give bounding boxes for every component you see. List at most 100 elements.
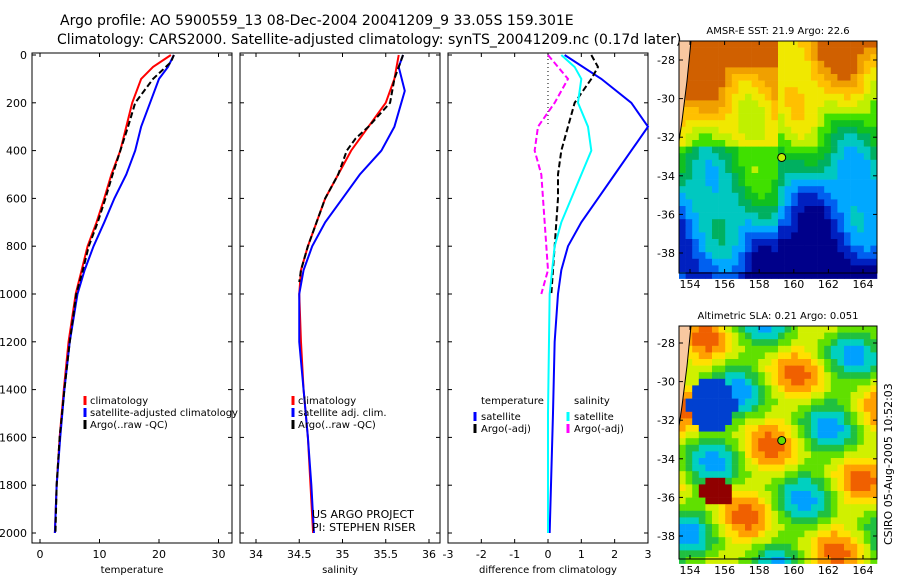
map-cell [731,140,739,147]
map-cell [751,491,759,498]
map-cell [797,431,805,439]
map-cell [698,219,706,227]
map-cell [850,245,858,253]
map-cell [857,159,865,167]
map-cell [797,425,805,432]
map-cell [791,245,799,253]
map-cell [857,252,865,260]
map-cell [784,133,792,141]
map-cell [804,372,812,380]
map-cell [797,418,805,426]
map-cell [837,517,845,525]
map-cell [745,405,752,413]
map-cell [771,477,779,485]
map-cell [685,232,693,240]
map-cell [758,199,766,207]
legend-label: Argo(..raw -QC) [90,420,168,431]
map-cell [870,93,878,101]
map-cell [778,107,785,114]
map-cell [824,504,832,512]
map-cell [830,186,838,194]
x-tick-label: -2 [476,548,487,561]
map-cell [698,173,706,180]
map-cell [778,192,785,200]
map-cell [692,398,700,406]
map-cell [738,326,746,333]
map-cell [844,510,851,518]
map-cell [751,510,759,518]
map-cell [778,471,785,479]
map-cell [797,54,805,62]
map-cell [712,477,719,485]
series-temperature-satellite [548,54,650,534]
map-cell [731,405,739,413]
map-cell [817,425,825,432]
map-cell [837,166,845,174]
map-cell [811,179,818,187]
map-cell [824,530,832,538]
map-cell [824,411,832,419]
map-cell [698,265,706,273]
map-cell [811,113,818,121]
map-cell [817,252,825,260]
map-cell [712,359,719,366]
map-cell [804,186,812,194]
map-cell [850,140,858,147]
map-cell [863,444,871,452]
map-cell [764,392,772,399]
map-cell [718,497,726,505]
map-cell [844,153,851,161]
map-cell [844,80,851,88]
map-cell [725,497,733,505]
map-cell [738,140,746,147]
map-frame [678,325,878,560]
map-cell [844,504,851,512]
map-cell [718,258,726,266]
map-cell [817,245,825,253]
map-cell [870,471,878,479]
map-cell [830,372,838,380]
map-cell [771,239,779,246]
map-cell [863,219,871,227]
map-cell [863,107,871,114]
map-cell [712,186,719,194]
map-cell [797,93,805,101]
map-cell [863,192,871,200]
map-cell [837,557,845,564]
map-cell [778,100,785,108]
map-cell [857,225,865,233]
map-cell [778,451,785,459]
map-cell [837,332,845,340]
map-cell [870,405,878,413]
map-cell [830,326,838,333]
map-cell [764,245,772,253]
map-cell [870,100,878,108]
map-cell [870,192,878,200]
map-cell [692,524,700,531]
map-cell [857,431,865,439]
map-cell [731,219,739,227]
legend-label: climatology [90,396,148,407]
map-cell [758,133,766,141]
map-cell [850,385,858,393]
map-cell [830,464,838,472]
map-cell [712,212,719,220]
map-cell [731,510,739,518]
map-title: AMSR-E SST: 21.9 Argo: 22.6 [706,26,849,37]
map-cell [685,239,693,246]
map-cell [837,126,845,134]
map-cell [745,186,752,194]
map-cell [817,471,825,479]
map-cell [817,258,825,266]
map-cell [850,543,858,551]
map-cell [870,345,878,353]
map-cell [863,67,871,75]
map-cell [725,491,733,498]
map-cell [692,120,700,128]
map-cell [863,212,871,220]
map-cell [718,378,726,386]
map-cell [771,326,779,333]
map-cell [857,107,865,114]
map-cell [698,140,706,147]
map-cell [824,418,832,426]
